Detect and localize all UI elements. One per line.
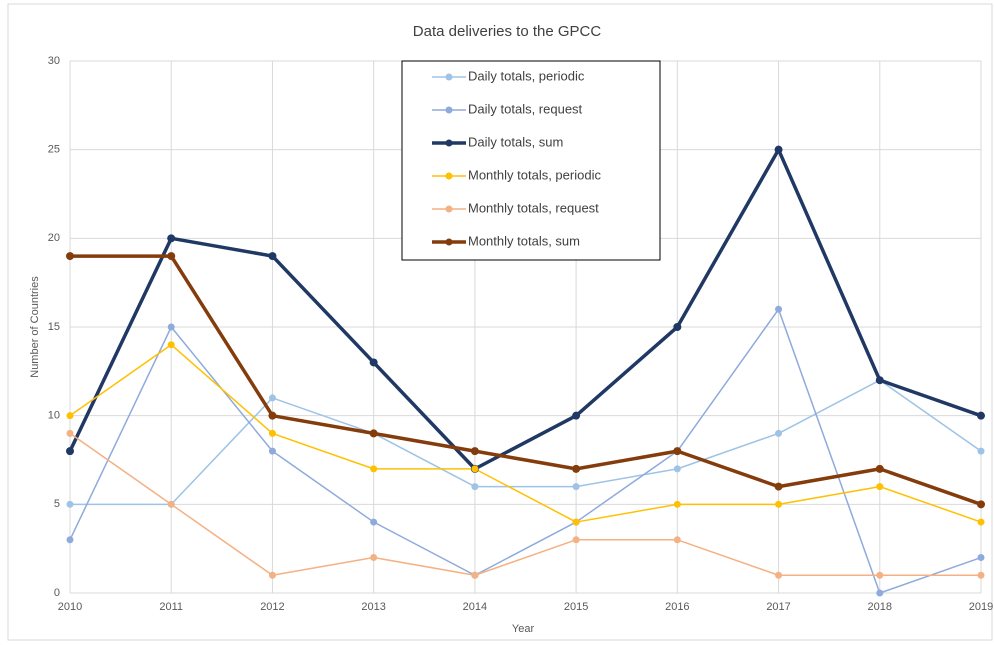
data-point	[572, 536, 580, 544]
data-point	[370, 518, 378, 526]
series-line	[68, 147, 982, 471]
data-point	[775, 571, 783, 579]
data-point	[673, 323, 682, 331]
x-tick-label: 2010	[58, 601, 82, 613]
data-point	[572, 518, 580, 526]
data-point	[875, 376, 884, 385]
data-point	[268, 429, 276, 437]
data-point	[66, 536, 74, 544]
data-point	[268, 447, 276, 455]
legend-label: Monthly totals, sum	[468, 233, 580, 248]
legend-marker	[445, 73, 453, 81]
data-point	[572, 464, 581, 473]
legend-marker	[445, 238, 453, 246]
x-tick-label: 2017	[766, 601, 790, 613]
legend-marker	[445, 106, 453, 114]
data-point	[167, 323, 175, 331]
data-point	[775, 429, 783, 437]
series-line	[69, 432, 981, 577]
legend-label: Daily totals, sum	[468, 134, 563, 149]
data-point	[775, 305, 783, 313]
chart-title: Data deliveries to the GPCC	[413, 23, 602, 40]
data-point	[572, 411, 581, 420]
data-point	[977, 447, 985, 455]
x-tick-label: 2014	[463, 601, 487, 613]
legend-marker	[445, 139, 453, 147]
legend-marker	[445, 172, 453, 180]
x-tick-label: 2011	[159, 601, 183, 613]
legend-label: Monthly totals, periodic	[468, 167, 601, 182]
data-point	[268, 411, 277, 420]
y-tick-label: 25	[48, 144, 60, 156]
data-point	[167, 341, 175, 349]
data-point	[875, 464, 884, 473]
data-point	[369, 429, 378, 438]
data-point	[977, 411, 985, 420]
y-tick-label: 0	[54, 587, 60, 599]
series-line	[69, 343, 982, 523]
x-axis-label: Year	[512, 623, 535, 635]
legend-label: Daily totals, request	[468, 101, 583, 116]
data-point	[66, 412, 74, 420]
y-tick-label: 15	[48, 321, 60, 333]
data-point	[471, 571, 479, 579]
data-point	[167, 252, 176, 261]
data-point	[66, 429, 74, 437]
legend-label: Monthly totals, request	[468, 200, 599, 215]
data-point	[572, 483, 580, 491]
data-point	[66, 447, 74, 456]
data-point	[167, 234, 176, 243]
data-point	[876, 483, 884, 491]
y-tick-label: 30	[48, 55, 60, 67]
data-point	[268, 571, 276, 579]
data-point	[977, 500, 985, 509]
data-point	[977, 554, 985, 562]
plot-lines	[66, 145, 985, 597]
data-point	[369, 358, 378, 367]
series-line	[70, 254, 982, 506]
data-point	[268, 252, 277, 261]
legend-box	[401, 60, 661, 261]
legend-label: Daily totals, periodic	[468, 68, 585, 83]
data-point	[370, 465, 378, 473]
x-tick-label: 2016	[665, 601, 689, 613]
legend-marker	[445, 205, 453, 213]
x-tick-label: 2013	[361, 601, 385, 613]
data-point	[66, 252, 74, 261]
series-line	[70, 379, 982, 506]
data-point	[268, 394, 276, 402]
data-point	[167, 500, 175, 508]
x-tick-label: 2015	[564, 601, 588, 613]
y-tick-label: 20	[48, 232, 60, 244]
y-tick-label: 10	[48, 410, 60, 422]
y-tick-label: 5	[54, 498, 60, 510]
y-axis-label: Number of Countries	[29, 276, 41, 378]
data-point	[471, 483, 479, 491]
legend: Daily totals, periodic Daily totals, requ…	[401, 60, 661, 261]
data-point	[876, 589, 884, 597]
data-point	[370, 554, 378, 562]
data-point	[673, 447, 682, 456]
data-point	[673, 536, 681, 544]
data-point	[775, 500, 783, 508]
data-point	[977, 518, 985, 526]
data-point	[471, 465, 479, 473]
data-point	[774, 145, 783, 154]
data-point	[977, 571, 985, 579]
data-point	[673, 465, 681, 473]
x-tick-label: 2019	[969, 601, 993, 613]
data-point	[66, 500, 74, 508]
x-tick-label: 2018	[868, 601, 892, 613]
data-point	[876, 571, 884, 579]
x-tick-label: 2012	[260, 601, 284, 613]
data-point	[470, 447, 479, 456]
data-point	[774, 482, 783, 491]
data-point	[673, 500, 681, 508]
